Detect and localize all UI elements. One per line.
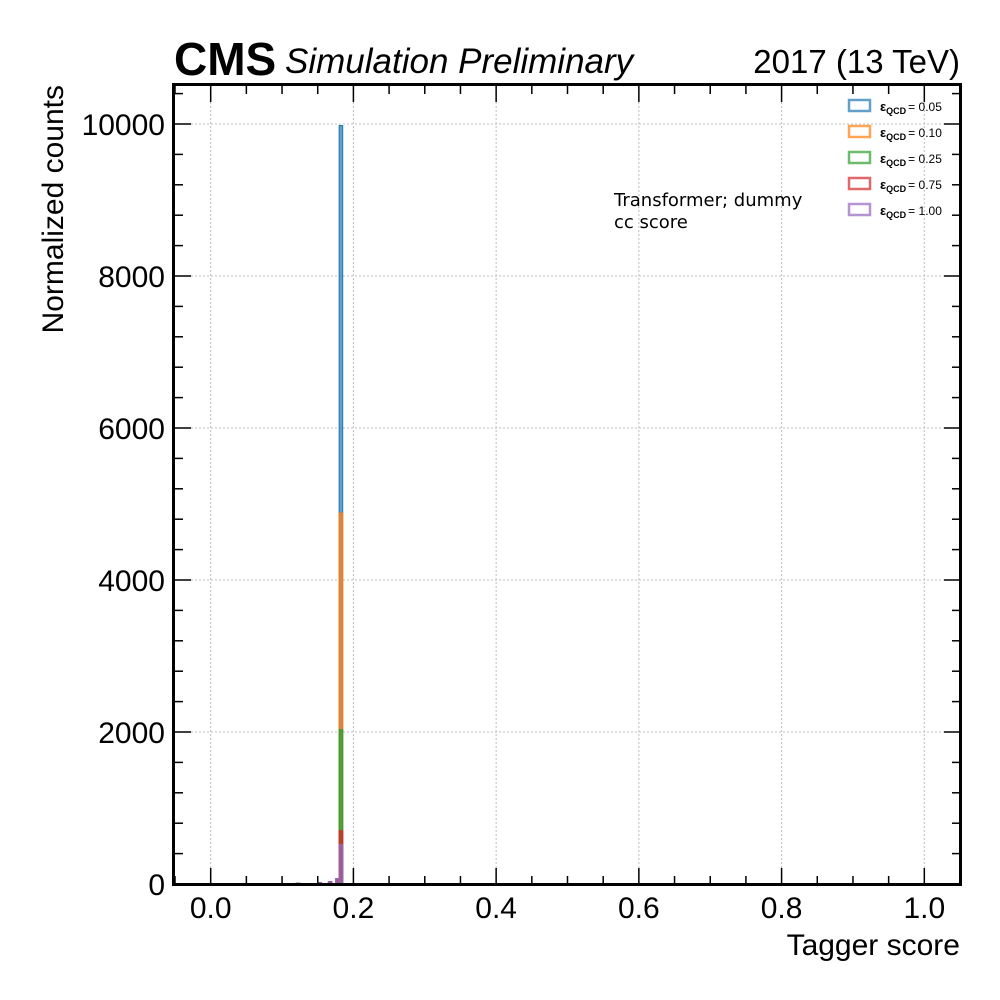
legend-label: εQCD = 0.25 [880,151,942,168]
x-tick-label: 0.6 [618,892,660,925]
y-tick-label: 10000 [82,109,165,142]
x-tick-label: 0.0 [190,892,232,925]
y-tick-label: 4000 [98,565,165,598]
legend-swatch [847,202,872,217]
y-tick-label: 8000 [98,261,165,294]
legend-swatch [847,176,872,191]
simulation-preliminary-label: Simulation Preliminary [285,42,636,81]
tick-labels: 0.0 0.2 0.4 0.6 0.8 1.0 0 2000 4000 6000 8000 10000 [82,109,946,925]
histogram-bar [338,843,344,885]
axes-frame [172,83,962,886]
legend-label: εQCD = 0.10 [880,125,942,142]
y-axis-label: Normalized counts [37,85,70,333]
x-tick-label: 1.0 [903,892,945,925]
legend-label: εQCD = 0.75 [880,177,942,194]
legend: εQCD = 0.05 εQCD = 0.10 εQCD = 0.25 εQCD = 0.75… [847,98,942,220]
axis-ticks [174,86,961,885]
histogram-bars [295,125,344,885]
y-tick-label: 0 [148,869,165,902]
y-tick-label: 2000 [98,717,165,750]
x-tick-label: 0.2 [333,892,375,925]
grid-lines [175,86,960,885]
x-tick-label: 0.4 [475,892,517,925]
annotation-line-1: Transformer; dummy [613,190,803,211]
legend-swatch [847,98,872,113]
annotation-line-2: cc score [614,212,688,233]
legend-label: εQCD = 1.00 [880,203,942,220]
cms-label: CMS [174,33,276,85]
lumi-label: 2017 (13 TeV) [753,43,960,80]
y-tick-label: 6000 [98,413,165,446]
x-axis-label: Tagger score [787,929,960,962]
legend-swatch [847,124,872,139]
legend-label: εQCD = 0.05 [880,99,942,116]
x-tick-label: 0.8 [761,892,803,925]
legend-swatch [847,150,872,165]
